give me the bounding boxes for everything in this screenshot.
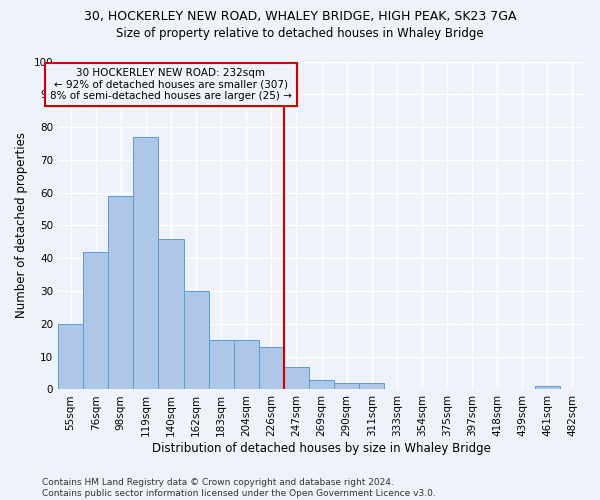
Y-axis label: Number of detached properties: Number of detached properties [15,132,28,318]
Bar [233,340,259,390]
Bar [309,380,334,390]
Text: Contains HM Land Registry data © Crown copyright and database right 2024.
Contai: Contains HM Land Registry data © Crown c… [42,478,436,498]
Bar [284,366,309,390]
Bar [535,386,560,390]
Bar [209,340,233,390]
Bar [58,324,83,390]
Bar [133,137,158,390]
X-axis label: Distribution of detached houses by size in Whaley Bridge: Distribution of detached houses by size … [152,442,491,455]
Bar [184,291,209,390]
Bar [259,347,284,390]
Bar [158,238,184,390]
Bar [108,196,133,390]
Text: Size of property relative to detached houses in Whaley Bridge: Size of property relative to detached ho… [116,28,484,40]
Bar [83,252,108,390]
Text: 30 HOCKERLEY NEW ROAD: 232sqm
← 92% of detached houses are smaller (307)
8% of s: 30 HOCKERLEY NEW ROAD: 232sqm ← 92% of d… [50,68,292,102]
Bar [334,383,359,390]
Text: 30, HOCKERLEY NEW ROAD, WHALEY BRIDGE, HIGH PEAK, SK23 7GA: 30, HOCKERLEY NEW ROAD, WHALEY BRIDGE, H… [84,10,516,23]
Bar [359,383,384,390]
